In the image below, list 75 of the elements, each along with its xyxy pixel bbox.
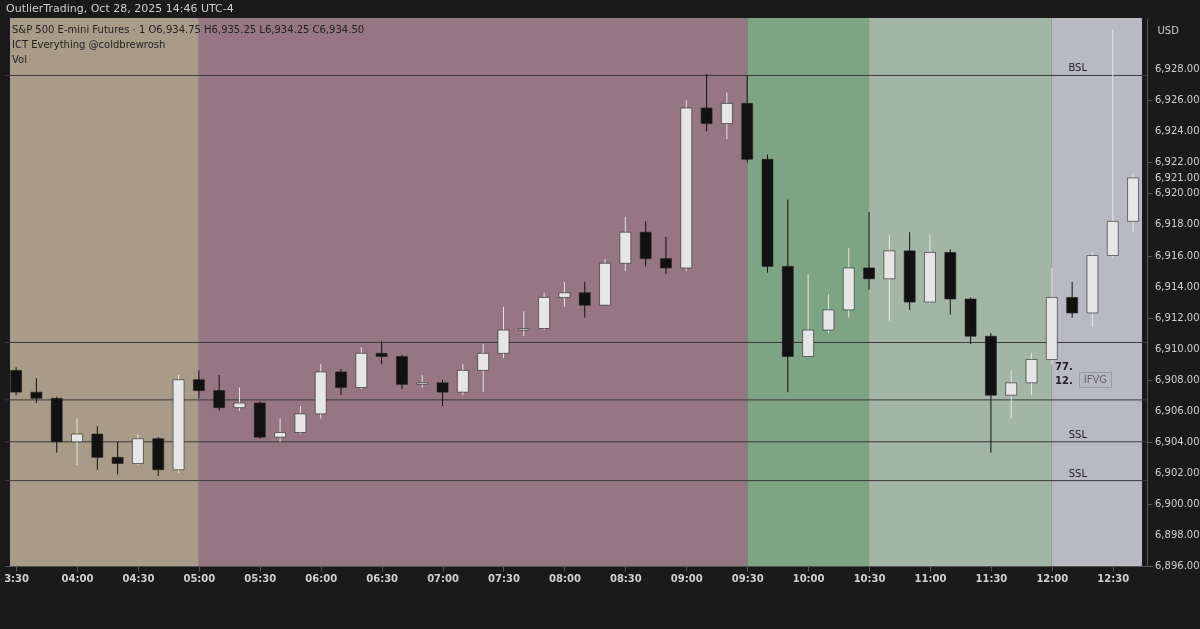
candlestick (518, 310, 530, 337)
x-tick-label: 06:30 (366, 572, 399, 584)
x-tick-label: 11:30 (975, 572, 1008, 584)
candlestick (111, 441, 124, 475)
x-tick-label: 09:30 (731, 572, 764, 584)
y-tick-label: 6,906.00 (1155, 404, 1200, 416)
y-tick-label: 6,920.00 (1155, 187, 1200, 199)
x-tick-label: 06:00 (305, 572, 338, 584)
y-tick-label: 6,900.00 (1155, 497, 1200, 509)
y-tick-label: 6,916.00 (1155, 249, 1200, 261)
text: S&P 500 E-mini Futures · 1 O6,934.75 H6,935.25 L6,934.25 C6,934.50 (12, 23, 365, 37)
candlestick (822, 293, 835, 334)
ref-line-label: BSL (1068, 62, 1088, 74)
candlestick (1025, 352, 1038, 396)
candlestick (335, 368, 347, 396)
x-tick-label: 08:00 (549, 572, 581, 584)
candlestick (700, 73, 713, 132)
y-tick-label: 6,926.00 (1155, 94, 1200, 106)
x-tick-label: 12:30 (1097, 572, 1130, 584)
y-tick-label: 6,904.00 (1155, 435, 1200, 447)
annotation: 77. (1055, 360, 1073, 374)
candlestick (863, 211, 875, 291)
y-tick-label: 6,914.00 (1155, 280, 1200, 292)
candlestick (457, 363, 469, 396)
x-tick-label: 3:30 (4, 572, 30, 584)
y-tick-label: 6,921.00 (1155, 171, 1200, 183)
candlestick (233, 386, 246, 412)
x-tick-label: 10:00 (792, 572, 825, 584)
candlestick (578, 281, 591, 319)
y-tick-label: 6,910.00 (1155, 342, 1200, 354)
x-tick-label: 12:00 (1036, 572, 1069, 584)
ref-line-label: SSL (1068, 428, 1088, 440)
x-tick-label: 07:00 (427, 572, 460, 584)
candlestick (294, 405, 307, 435)
candlestick (660, 236, 672, 275)
candlestick (436, 379, 449, 407)
x-tick-label: 07:30 (488, 572, 520, 584)
y-tick-label: 6,918.00 (1155, 218, 1200, 230)
x-tick-label: 05:00 (183, 572, 216, 584)
candlestick (1066, 281, 1078, 319)
annotation: IFVG (1078, 372, 1113, 388)
y-tick-label: 6,928.00 (1155, 63, 1200, 75)
candlestick (1005, 369, 1018, 420)
candlestick (193, 369, 205, 399)
ref-line-label: SSL (1068, 467, 1088, 479)
candlestick (497, 306, 510, 359)
x-tick-label: 04:30 (122, 572, 155, 584)
x-tick-label: 11:00 (914, 572, 947, 584)
y-tick-label: 6,922.00 (1155, 156, 1200, 168)
x-tick-label: 09:00 (670, 572, 703, 584)
candlestick (477, 343, 489, 393)
candlestick (10, 366, 22, 396)
y-tick-label: 6,896.00 (1155, 560, 1200, 571)
annotation: Vol (12, 53, 28, 67)
candlestick (71, 418, 83, 466)
annotation: 12. (1055, 374, 1073, 388)
y-tick-label: 6,908.00 (1155, 373, 1200, 385)
candlestick (558, 281, 571, 308)
candlestick (721, 92, 733, 140)
y-tick-label: 6,898.00 (1155, 528, 1200, 540)
x-tick-label: 05:30 (244, 572, 277, 584)
x-tick-label: 08:30 (609, 572, 642, 584)
y-axis-title: USD (1157, 24, 1180, 36)
x-tick-label: 10:30 (853, 572, 886, 584)
x-tick-label: 04:00 (61, 572, 94, 584)
candlestick (91, 425, 104, 471)
y-tick-label: 6,924.00 (1155, 125, 1200, 137)
candlestick (274, 418, 286, 443)
candlestick (213, 374, 225, 412)
y-tick-label: 6,912.00 (1155, 311, 1200, 323)
text: OutlierTrading, Oct 28, 2025 14:46 UTC-4 (6, 2, 234, 16)
text: ICT Everything @coldbrewrosh (12, 38, 167, 52)
y-tick-label: 6,902.00 (1155, 466, 1200, 478)
candlestick (375, 340, 388, 365)
candlestick (30, 377, 43, 404)
